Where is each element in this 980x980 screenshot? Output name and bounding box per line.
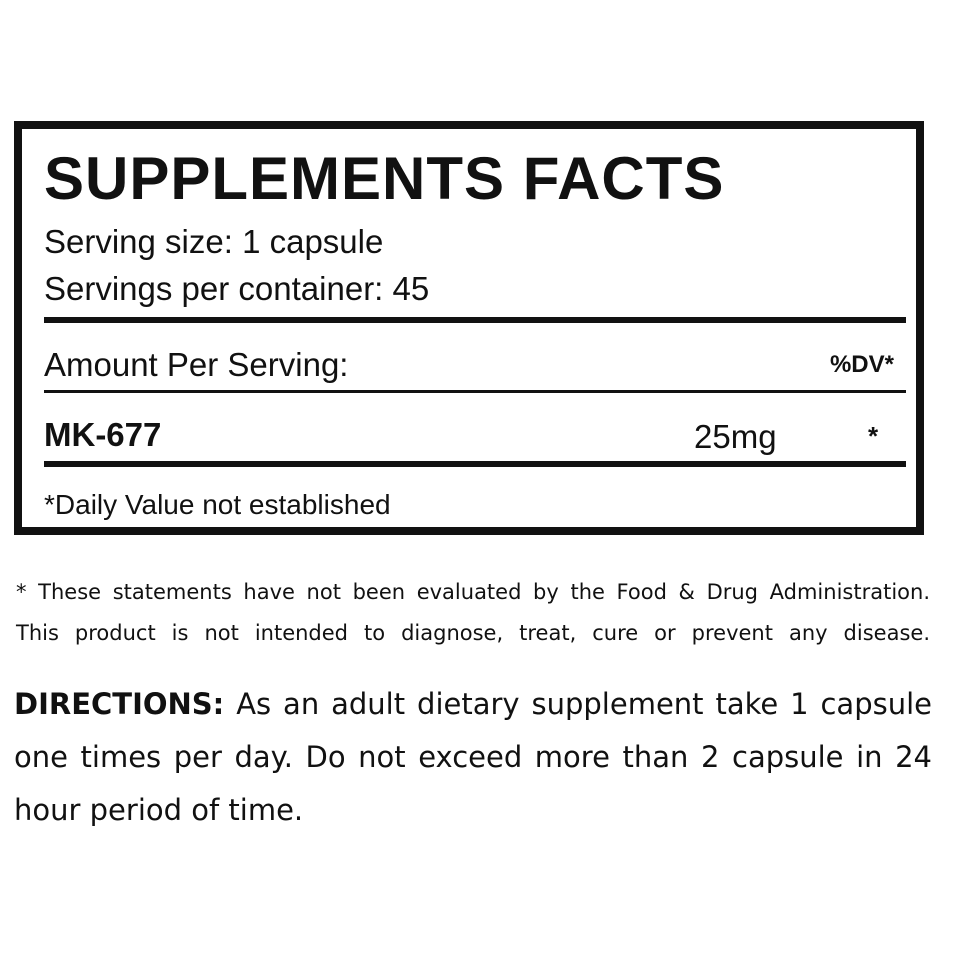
amount-per-serving-header: Amount Per Serving: <box>44 346 349 383</box>
directions-label: DIRECTIONS: <box>14 687 225 721</box>
ingredient-name: MK-677 <box>44 416 162 453</box>
supplement-facts-panel: SUPPLEMENTS FACTS Serving size: 1 capsul… <box>14 121 924 535</box>
directions-text: As an adult dietary supplement take 1 ca… <box>14 687 932 827</box>
divider-thin <box>44 390 906 393</box>
divider-thick <box>44 317 906 323</box>
disclaimer-line-2: This product is not intended to diagnose… <box>16 621 930 645</box>
dv-header: %DV* <box>829 351 894 378</box>
servings-per-container: Servings per container: 45 <box>44 270 430 307</box>
divider-thick <box>44 461 906 467</box>
ingredient-dv: * <box>868 421 879 451</box>
facts-title: SUPPLEMENTS FACTS <box>44 145 725 212</box>
disclaimer-line-1: * These statements have not been evaluat… <box>16 580 930 604</box>
serving-size: Serving size: 1 capsule <box>44 223 384 260</box>
daily-value-footnote: *Daily Value not established <box>44 489 391 520</box>
directions: DIRECTIONS: As an adult dietary suppleme… <box>14 678 932 837</box>
ingredient-amount: 25mg <box>694 418 777 455</box>
